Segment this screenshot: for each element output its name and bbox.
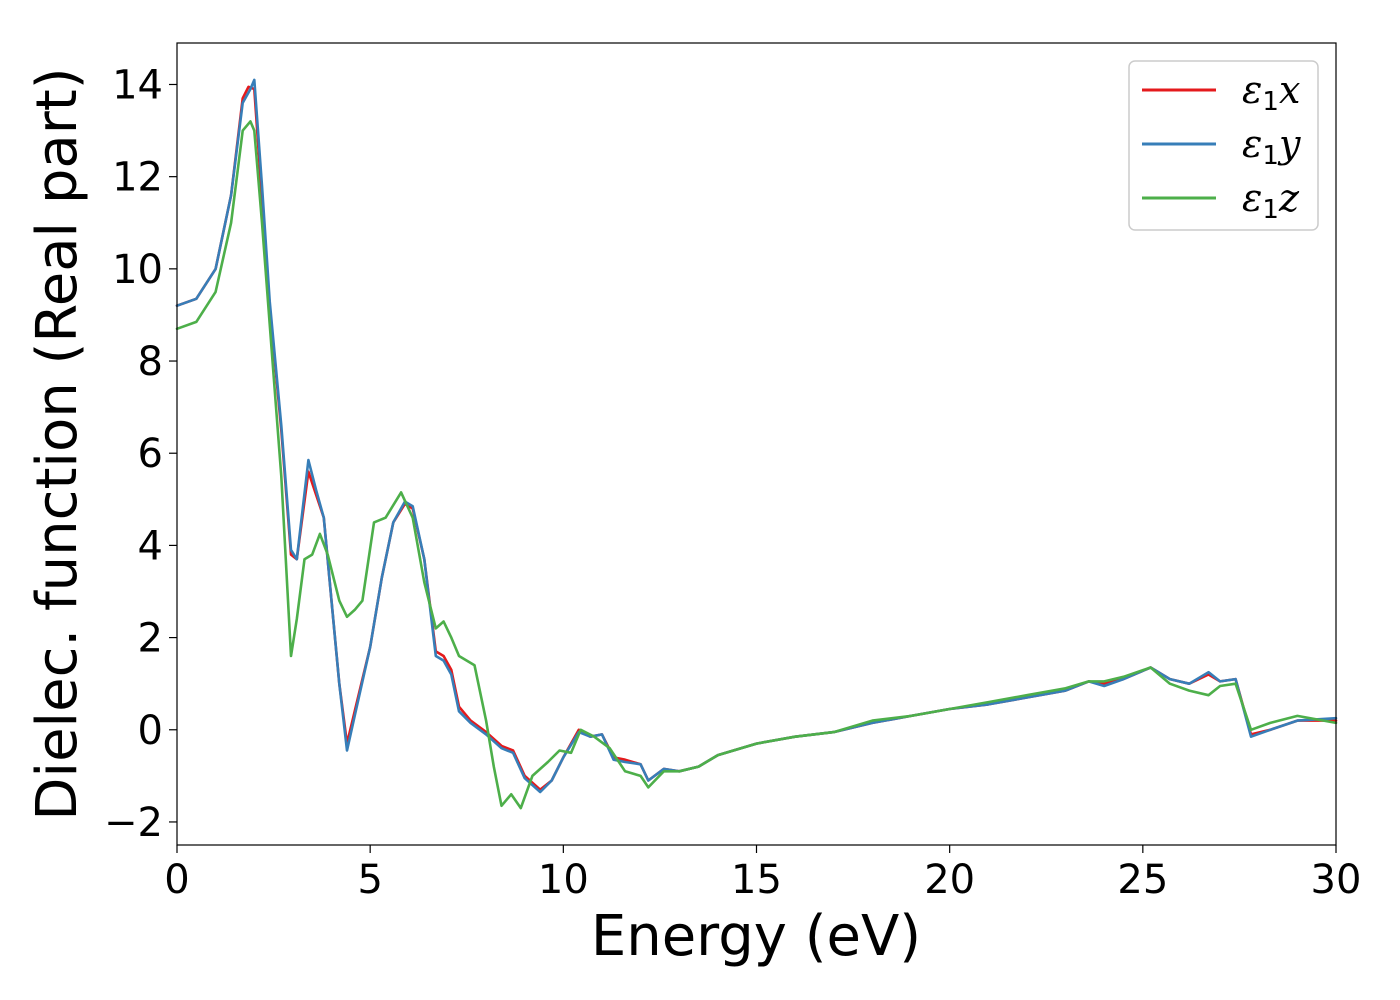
y-tick-label: 0 [138, 708, 163, 754]
y-tick-label: −2 [104, 800, 163, 846]
y-tick-label: 14 [112, 62, 163, 108]
y-tick-label: 2 [138, 616, 163, 662]
legend-label-y: ε1y [1242, 122, 1301, 171]
y-tick-label: 8 [138, 339, 163, 385]
legend: ε1x ε1y ε1z [1128, 60, 1319, 231]
x-axis: 0 5 10 15 20 25 30 [164, 845, 1361, 903]
y-tick-label: 4 [138, 523, 163, 569]
y-axis: −2 0 2 4 6 8 10 12 14 [104, 62, 177, 846]
legend-box [1128, 60, 1319, 231]
y-tick-label: 12 [112, 155, 163, 201]
x-tick-label: 0 [164, 857, 189, 903]
x-tick-label: 20 [924, 857, 975, 903]
series-layer [175, 78, 1338, 810]
y-axis-label: Dielec. function (Real part) [25, 67, 90, 820]
x-tick-label: 10 [538, 857, 589, 903]
x-tick-label: 5 [357, 857, 382, 903]
legend-label-x: ε1x [1242, 68, 1300, 117]
x-tick-label: 25 [1117, 857, 1168, 903]
series-line-z [175, 120, 1338, 810]
x-tick-label: 30 [1311, 857, 1362, 903]
x-tick-label: 15 [731, 857, 782, 903]
y-tick-label: 6 [138, 431, 163, 477]
series-line-y [175, 78, 1338, 794]
legend-label-z: ε1z [1242, 176, 1300, 225]
y-tick-label: 10 [112, 247, 163, 293]
x-axis-label: Energy (eV) [591, 904, 921, 969]
